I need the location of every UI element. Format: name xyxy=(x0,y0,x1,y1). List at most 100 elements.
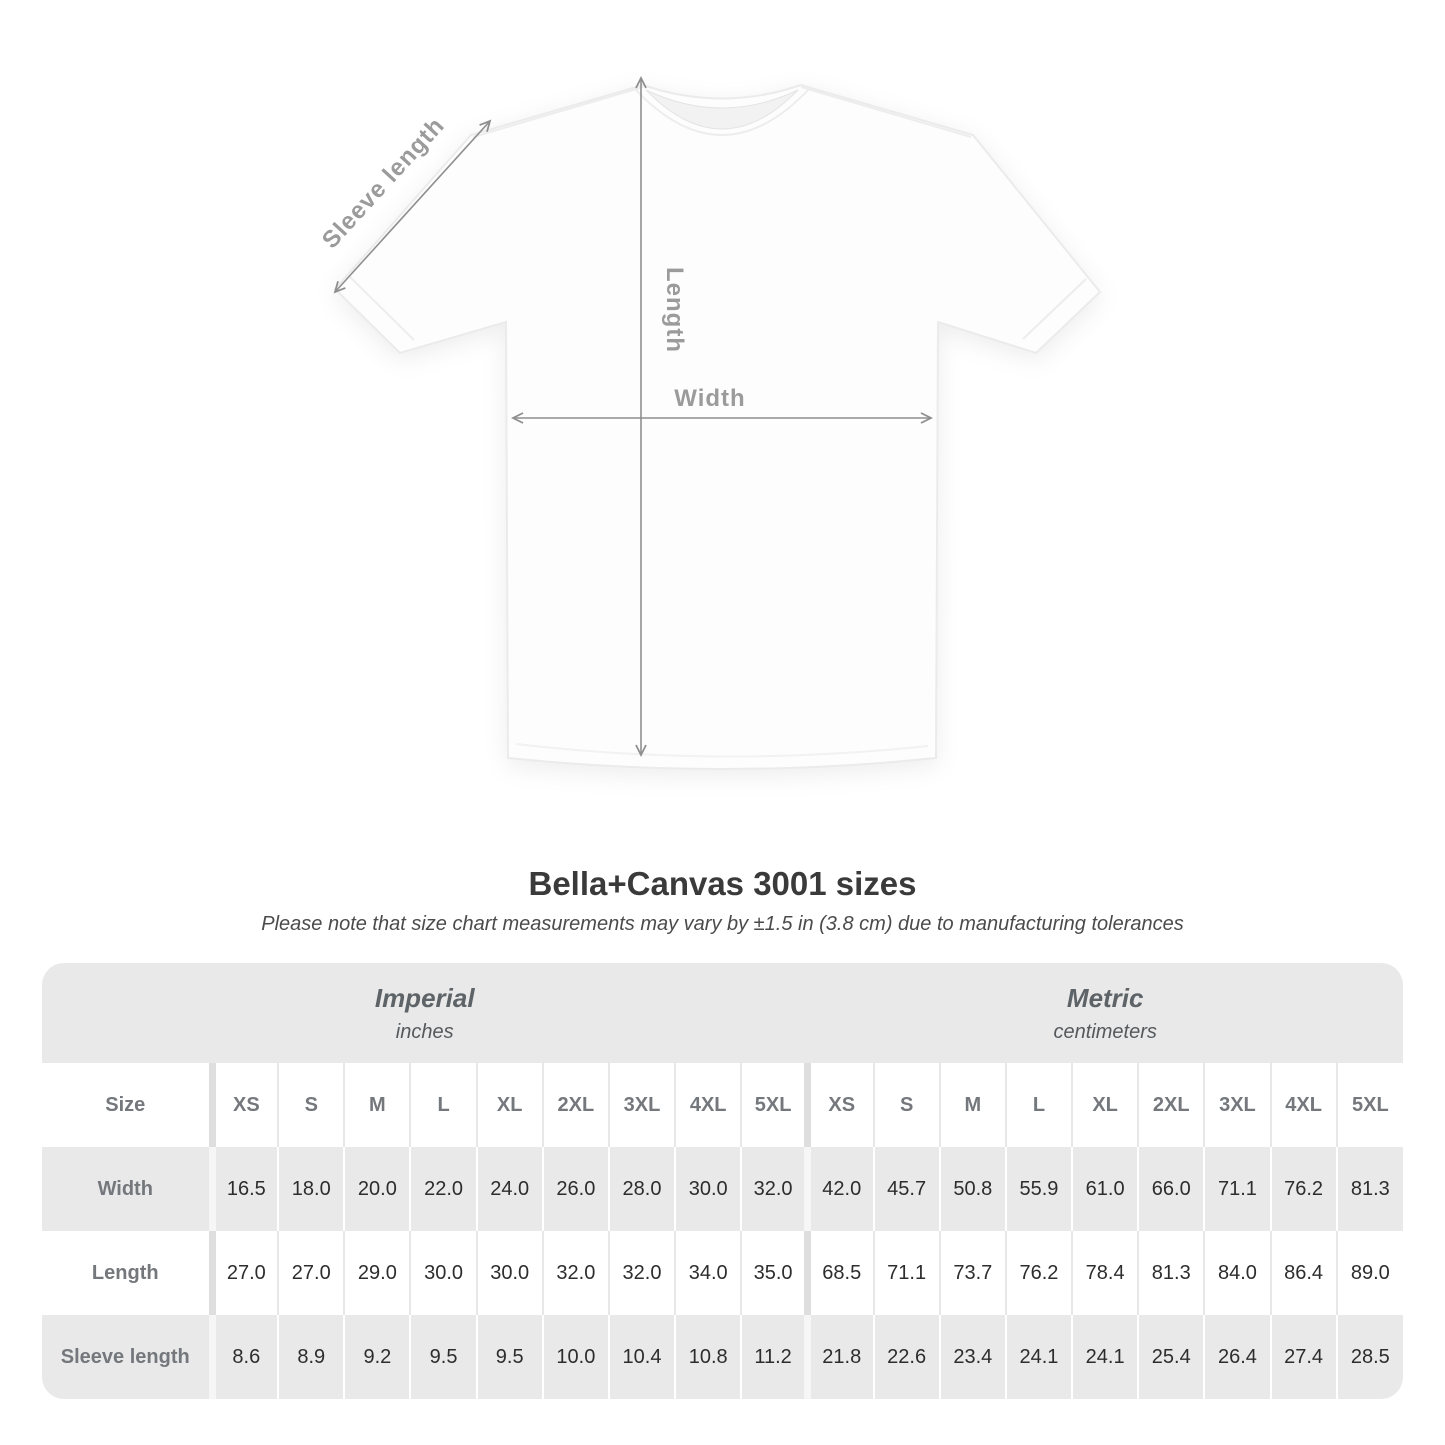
length-label: Length xyxy=(661,267,688,353)
value-cell: 16.5 xyxy=(208,1147,279,1231)
value-cell: 9.5 xyxy=(475,1315,543,1399)
value-cell: 68.5 xyxy=(803,1231,874,1315)
size-col-header: 5XL xyxy=(1335,1063,1403,1147)
value-cell: 28.5 xyxy=(1335,1315,1403,1399)
value-cell: 23.4 xyxy=(938,1315,1006,1399)
value-cell: 24.0 xyxy=(475,1147,543,1231)
right-shoulder-seam xyxy=(800,86,972,138)
measurement-row: Length 27.0 27.0 29.0 30.0 30.0 32.0 32.0 34.0 35… xyxy=(42,1231,1403,1315)
value-cell: 26.0 xyxy=(541,1147,609,1231)
unit-group-subtitle: inches xyxy=(395,1020,454,1043)
size-col-header: L xyxy=(1004,1063,1073,1147)
value-cell: 73.7 xyxy=(938,1231,1006,1315)
value-cell: 10.8 xyxy=(674,1315,742,1399)
unit-group-metric: Metric centimeters xyxy=(807,963,1403,1063)
size-col-header: S xyxy=(872,1063,940,1147)
size-col-header: XS xyxy=(208,1063,279,1147)
value-cell: 24.1 xyxy=(1004,1315,1073,1399)
tshirt-measurement-diagram: Sleeve length Length Width xyxy=(317,0,1102,770)
size-col-header: XS xyxy=(803,1063,874,1147)
value-cell: 61.0 xyxy=(1071,1147,1139,1231)
value-cell: 26.4 xyxy=(1203,1315,1271,1399)
size-col-header: M xyxy=(938,1063,1006,1147)
value-cell: 76.2 xyxy=(1269,1147,1337,1231)
value-cell: 50.8 xyxy=(938,1147,1006,1231)
value-cell: 20.0 xyxy=(343,1147,411,1231)
bottom-hem-fold xyxy=(515,743,929,758)
size-col-header: 2XL xyxy=(1137,1063,1205,1147)
value-cell: 21.8 xyxy=(803,1315,874,1399)
row-label: Width xyxy=(97,1177,153,1200)
size-col-header: 4XL xyxy=(674,1063,742,1147)
sleeve-length-arrow xyxy=(335,121,490,292)
neck-opening xyxy=(645,89,799,130)
value-cell: 28.0 xyxy=(607,1147,676,1231)
value-cell: 71.1 xyxy=(1203,1147,1271,1231)
value-cell: 32.0 xyxy=(740,1147,808,1231)
value-cell: 30.0 xyxy=(409,1231,477,1315)
right-sleeve-hem xyxy=(1022,278,1087,340)
value-cell: 76.2 xyxy=(1004,1231,1073,1315)
value-cell: 24.1 xyxy=(1071,1315,1139,1399)
value-cell: 66.0 xyxy=(1137,1147,1205,1231)
collar-band xyxy=(633,87,811,136)
value-cell: 32.0 xyxy=(607,1231,676,1315)
value-cell: 81.3 xyxy=(1137,1231,1205,1315)
size-col-header: 5XL xyxy=(740,1063,808,1147)
value-cell: 27.0 xyxy=(208,1231,279,1315)
value-cell: 35.0 xyxy=(740,1231,808,1315)
size-table-container: Imperial inches Metric centimeters Size XS S M L… xyxy=(42,963,1403,1399)
value-cell: 30.0 xyxy=(674,1147,742,1231)
row-label-size: Size xyxy=(105,1093,146,1116)
value-cell: 71.1 xyxy=(872,1231,940,1315)
row-label: Sleeve length xyxy=(60,1345,190,1368)
value-cell: 86.4 xyxy=(1269,1231,1337,1315)
value-cell: 84.0 xyxy=(1203,1231,1271,1315)
value-cell: 18.0 xyxy=(277,1147,345,1231)
size-col-header: 2XL xyxy=(541,1063,609,1147)
size-col-header: M xyxy=(343,1063,411,1147)
unit-group-imperial: Imperial inches xyxy=(42,963,808,1063)
value-cell: 27.0 xyxy=(277,1231,345,1315)
value-cell: 78.4 xyxy=(1071,1231,1139,1315)
value-cell: 22.0 xyxy=(409,1147,477,1231)
value-cell: 45.7 xyxy=(872,1147,940,1231)
value-cell: 30.0 xyxy=(475,1231,543,1315)
value-cell: 42.0 xyxy=(803,1147,874,1231)
unit-group-title: Metric xyxy=(1066,983,1144,1014)
value-cell: 34.0 xyxy=(674,1231,742,1315)
value-cell: 9.2 xyxy=(343,1315,411,1399)
unit-header-row: Imperial inches Metric centimeters xyxy=(42,963,1403,1063)
value-cell: 10.4 xyxy=(607,1315,676,1399)
value-cell: 8.6 xyxy=(208,1315,279,1399)
value-cell: 81.3 xyxy=(1335,1147,1403,1231)
value-cell: 25.4 xyxy=(1137,1315,1205,1399)
value-cell: 11.2 xyxy=(740,1315,808,1399)
value-cell: 22.6 xyxy=(872,1315,940,1399)
row-label: Length xyxy=(91,1261,159,1284)
tshirt-graphic: Sleeve length Length Width xyxy=(317,0,1102,770)
value-cell: 29.0 xyxy=(343,1231,411,1315)
unit-group-subtitle: centimeters xyxy=(1053,1020,1157,1043)
tshirt-silhouette xyxy=(333,83,1102,770)
size-col-header: L xyxy=(409,1063,477,1147)
value-cell: 55.9 xyxy=(1004,1147,1073,1231)
value-cell: 10.0 xyxy=(541,1315,609,1399)
unit-group-title: Imperial xyxy=(374,983,475,1014)
heading-block: Bella+Canvas 3001 sizes Please note that… xyxy=(0,865,1445,936)
size-chart-title: Bella+Canvas 3001 sizes xyxy=(528,865,917,902)
value-cell: 89.0 xyxy=(1335,1231,1403,1315)
value-cell: 8.9 xyxy=(277,1315,345,1399)
measurement-row: Width 16.5 18.0 20.0 22.0 24.0 26.0 28.0 30.0 32.… xyxy=(42,1147,1403,1231)
size-col-header: XL xyxy=(1071,1063,1139,1147)
size-col-header: S xyxy=(277,1063,345,1147)
left-shoulder-seam xyxy=(472,86,644,138)
size-header-row: Size XS S M L XL 2XL 3XL 4XL 5XL XS S M L XL 2XL 3XL 4XL 5… xyxy=(42,1063,1403,1147)
width-label: Width xyxy=(674,385,745,412)
measurement-row: Sleeve length 8.6 8.9 9.2 9.5 9.5 10.0 10.4 10.8… xyxy=(42,1315,1403,1399)
size-col-header: 3XL xyxy=(1203,1063,1271,1147)
size-col-header: 4XL xyxy=(1269,1063,1337,1147)
value-cell: 9.5 xyxy=(409,1315,477,1399)
size-col-header: XL xyxy=(475,1063,543,1147)
value-cell: 32.0 xyxy=(541,1231,609,1315)
